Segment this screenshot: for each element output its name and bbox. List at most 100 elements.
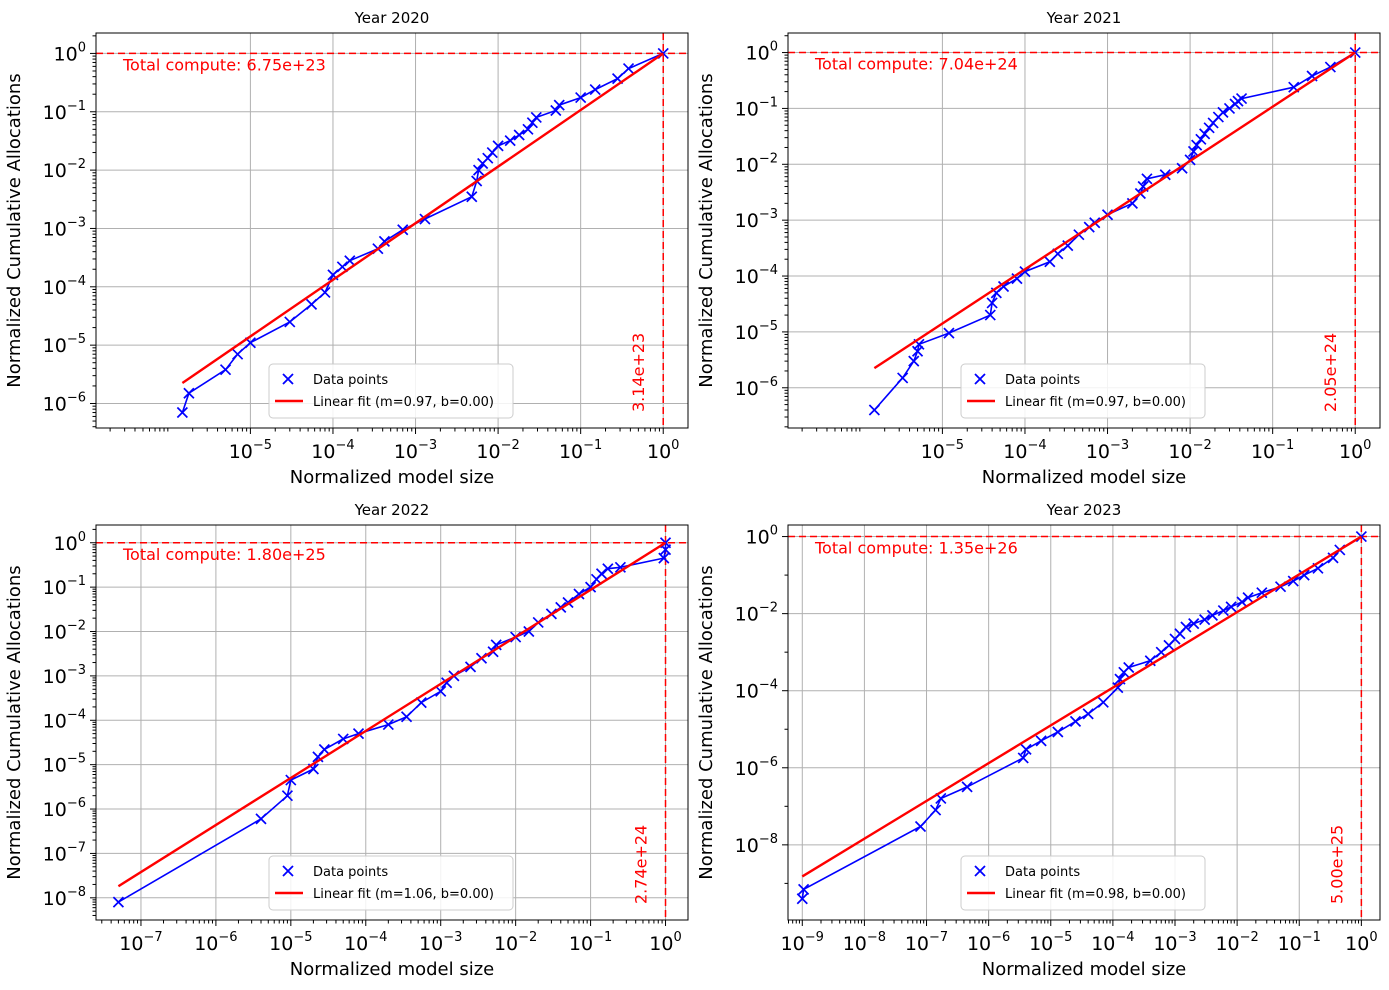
chart-title: Year 2023 (1046, 501, 1122, 519)
y-tick-label: 10−5 (43, 332, 86, 357)
data-point-marker (914, 820, 927, 833)
x-axis-label: Normalized model size (290, 467, 494, 488)
data-point-marker (513, 129, 525, 141)
legend-marker-data (974, 373, 986, 385)
data-point-marker (318, 743, 330, 756)
legend-label-data: Data points (1005, 865, 1080, 880)
data-point-marker (219, 364, 232, 376)
data-point-marker (1097, 696, 1109, 708)
y-tick-label: 10−4 (735, 678, 778, 703)
legend: Data points Linear fit (m=0.98, b=0.00) (960, 855, 1206, 911)
data-point-marker (575, 91, 587, 104)
axes-frame (95, 32, 689, 429)
data-point-marker (255, 813, 267, 825)
x-tick-label: 10−2 (1215, 930, 1258, 955)
linear-fit-line (873, 51, 1356, 370)
data-point-marker (232, 348, 244, 360)
y-tick-label: 10−3 (43, 663, 86, 688)
data-point-marker (1020, 743, 1032, 755)
x-tick-label: 10−7 (119, 930, 162, 955)
total-compute-annotation: Total compute: 6.75e+23 (122, 55, 326, 74)
y-tick-label: 10−3 (735, 207, 778, 232)
x-tick-label: 100 (647, 438, 679, 463)
data-point-marker (378, 235, 391, 248)
axes-frame (787, 524, 1381, 921)
legend-label-data: Data points (313, 373, 388, 388)
legend-box (960, 363, 1206, 419)
data-point-marker (1112, 682, 1124, 694)
data-point-marker (602, 563, 614, 575)
x-tick-label: 10−3 (1086, 438, 1129, 463)
data-point-marker (798, 883, 810, 895)
x-tick-label: 10−1 (569, 930, 612, 955)
legend-label-fit: Linear fit (m=0.97, b=0.00) (313, 395, 494, 410)
data-point-marker (984, 309, 996, 321)
x-tick-label: 100 (649, 930, 681, 955)
data-series-line (181, 52, 664, 413)
data-point-marker (1199, 128, 1211, 140)
data-point-marker (1242, 592, 1254, 604)
data-point-marker (595, 568, 608, 580)
data-point-marker (435, 685, 447, 697)
y-tick-label: 10−2 (735, 151, 778, 176)
y-tick-label: 10−7 (43, 840, 86, 865)
y-tick-label: 10−5 (735, 319, 778, 344)
x-tick-label: 100 (1345, 930, 1377, 955)
y-tick-label: 10−8 (735, 832, 778, 857)
data-point-marker (382, 718, 394, 731)
data-point-marker (1017, 752, 1029, 764)
data-point-marker (961, 781, 973, 793)
data-point-marker (1235, 92, 1248, 105)
data-point-marker (1082, 708, 1094, 720)
x-tick-label: 10−3 (419, 930, 462, 955)
legend-label-data: Data points (313, 865, 388, 880)
vline-annotation: 3.14e+23 (629, 333, 648, 412)
data-point-marker (908, 355, 920, 367)
data-point-marker (472, 164, 485, 176)
x-tick-label: 10−5 (921, 438, 964, 463)
y-tick-label: 10−2 (43, 619, 86, 644)
data-point-marker (1195, 133, 1207, 145)
legend: Data points Linear fit (m=0.97, b=0.00) (268, 363, 514, 419)
legend-label-fit: Linear fit (m=0.97, b=0.00) (1005, 395, 1186, 410)
data-series-line (117, 542, 667, 903)
x-tick-label: 10−9 (781, 930, 824, 955)
total-compute-annotation: Total compute: 1.35e+26 (814, 539, 1018, 558)
chart-title: Year 2021 (1046, 9, 1122, 27)
legend-marker-data (974, 865, 986, 877)
x-tick-label: 10−3 (394, 438, 437, 463)
y-axis-label: Normalized Cumulative Allocations (696, 565, 717, 879)
data-point-marker (1217, 604, 1229, 617)
data-point-marker (1225, 601, 1237, 613)
plot-area (96, 525, 688, 920)
data-point-marker (930, 804, 942, 816)
data-point-marker (1052, 726, 1064, 738)
data-point-marker (550, 104, 562, 117)
vline-annotation: 5.00e+25 (1327, 825, 1346, 904)
y-tick-label: 10−2 (735, 601, 778, 626)
data-point-marker (1141, 173, 1153, 185)
legend-label-fit: Linear fit (m=0.98, b=0.00) (1005, 887, 1186, 902)
y-tick-label: 10−8 (43, 885, 86, 910)
y-tick-label: 10−3 (43, 215, 86, 240)
y-tick-label: 10−6 (735, 375, 778, 400)
data-point-marker (553, 99, 565, 111)
x-tick-label: 10−6 (967, 930, 1010, 955)
total-compute-annotation: Total compute: 7.04e+24 (814, 55, 1018, 74)
x-tick-label: 10−2 (476, 438, 519, 463)
data-point-marker (466, 191, 478, 203)
x-tick-label: 10−5 (1029, 930, 1072, 955)
plot-area (788, 33, 1380, 428)
data-point-marker (997, 280, 1010, 293)
x-tick-label: 10−7 (905, 930, 948, 955)
x-tick-label: 10−5 (269, 930, 312, 955)
y-tick-label: 10−1 (43, 99, 86, 124)
subplot-2: Year 2021 10−5 10−4 10−3 10−2 10−1 100 10−6 10−5… (696, 9, 1381, 488)
x-tick-label: 10−8 (843, 930, 886, 955)
chart-title: Year 2022 (354, 501, 430, 519)
data-point-marker (1069, 715, 1082, 727)
x-axis-label: Normalized model size (290, 959, 494, 980)
data-point-marker (796, 893, 808, 905)
total-compute-annotation: Total compute: 1.80e+25 (122, 545, 326, 564)
x-tick-label: 10−4 (344, 930, 387, 955)
